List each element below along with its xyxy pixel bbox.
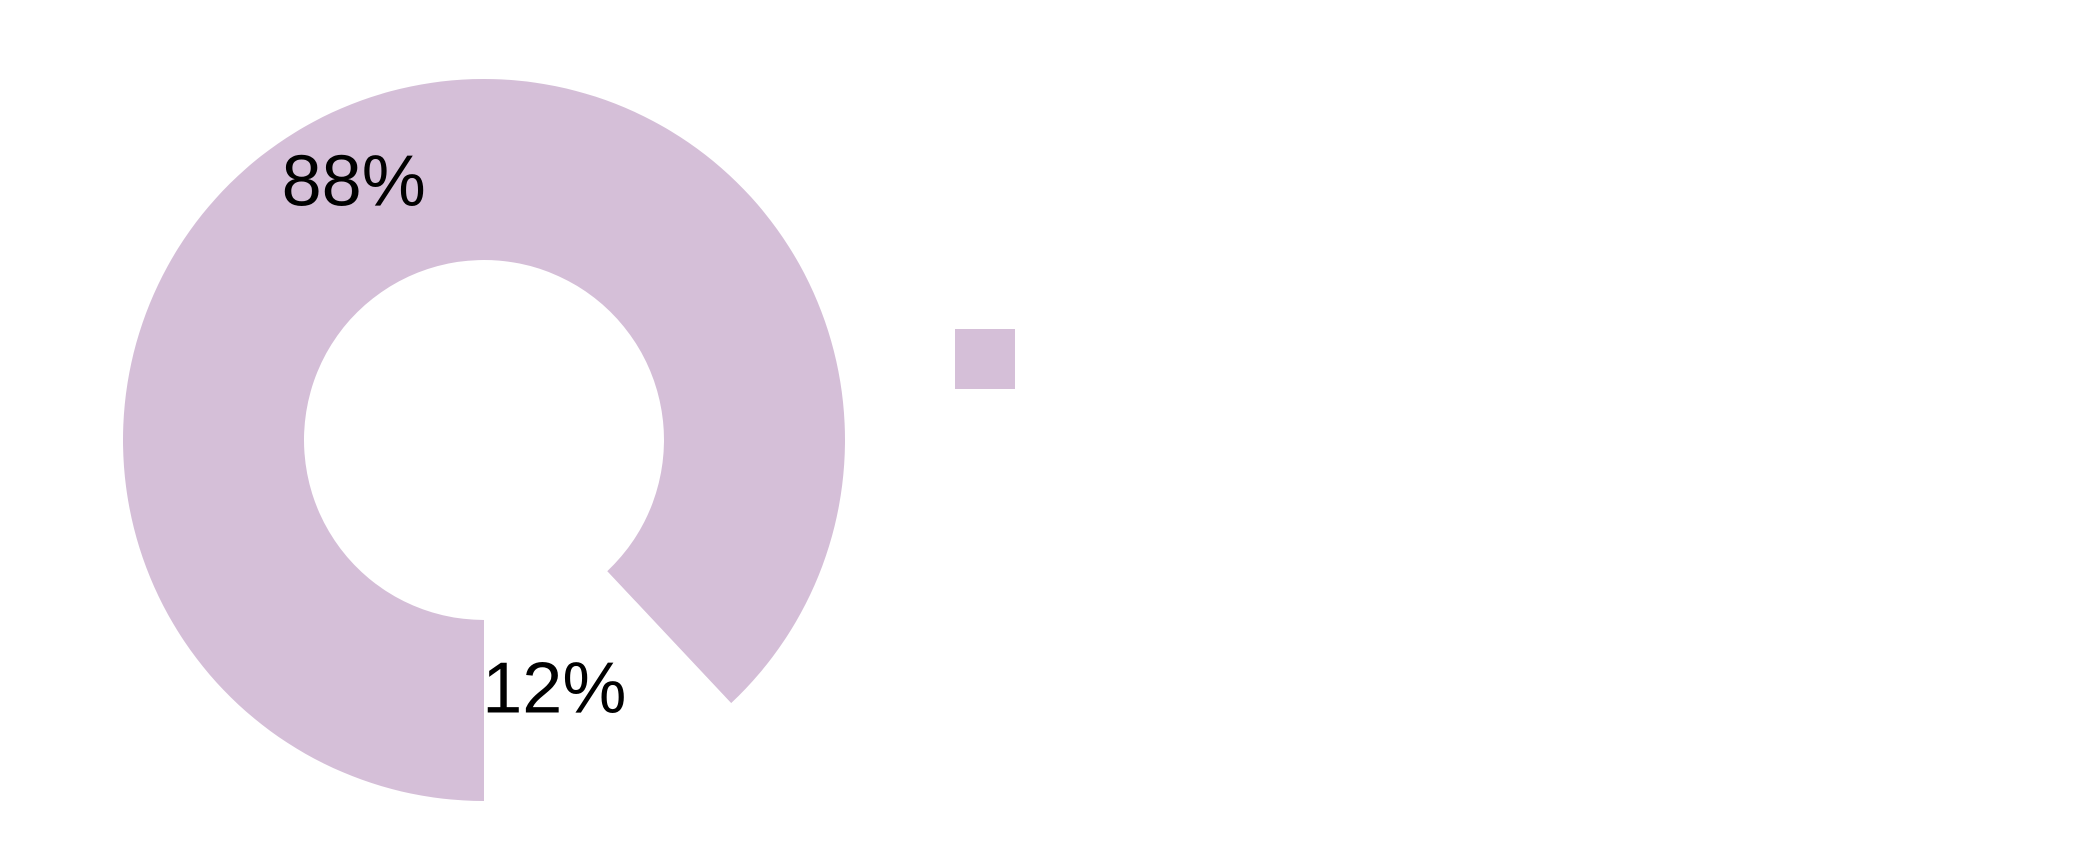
- data-label: 88%: [282, 142, 426, 222]
- legend-swatch: [955, 409, 1015, 469]
- legend-swatch: [955, 329, 1015, 389]
- donut-slice: [484, 571, 732, 801]
- data-label: 12%: [482, 648, 626, 728]
- donut-slice: [123, 78, 845, 802]
